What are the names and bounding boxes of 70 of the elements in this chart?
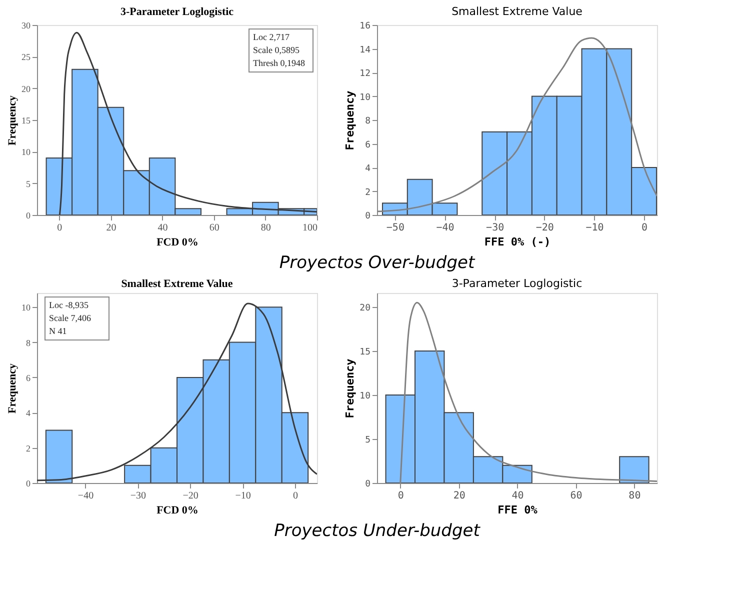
y-tick-label: 10 bbox=[360, 392, 370, 402]
annotation: Scale 0,5895 bbox=[253, 45, 300, 55]
x-tick-label: −50 bbox=[386, 222, 404, 234]
x-tick-label: 40 bbox=[512, 490, 524, 502]
x-tick-label: 60 bbox=[209, 222, 220, 234]
x-tick-label: 0 bbox=[57, 222, 62, 234]
x-tick-label: 60 bbox=[570, 490, 582, 502]
y-tick-label: 14 bbox=[360, 45, 370, 56]
y-tick-label: 5 bbox=[365, 436, 370, 446]
y-tick-label: 8 bbox=[26, 338, 31, 348]
y-tick-label: 30 bbox=[22, 20, 31, 30]
y-tick-label: 2 bbox=[26, 443, 30, 454]
y-tick-label: 4 bbox=[26, 408, 31, 418]
chart-title: Smallest Extreme Value bbox=[452, 5, 583, 18]
x-tick-label: −20 bbox=[536, 222, 554, 234]
chart-title: Smallest Extreme Value bbox=[121, 278, 233, 290]
x-tick-label: 20 bbox=[106, 222, 116, 234]
x-tick-label: −30 bbox=[130, 490, 146, 502]
y-tick-label: 20 bbox=[360, 304, 370, 314]
y-tick-label: 10 bbox=[22, 147, 31, 158]
y-tick-label: 15 bbox=[360, 348, 370, 358]
x-tick-label: 80 bbox=[260, 222, 271, 234]
x-tick-label: −20 bbox=[182, 490, 198, 502]
x-tick-label: 0 bbox=[398, 490, 404, 502]
y-tick-label: 4 bbox=[365, 164, 370, 174]
annotation: Loc 2,717 bbox=[253, 32, 290, 42]
y-axis-title: Frequency bbox=[6, 95, 18, 146]
annotation: N 41 bbox=[49, 326, 67, 336]
x-tick-label: −10 bbox=[586, 222, 604, 234]
x-tick-label: 40 bbox=[158, 222, 168, 234]
annotation: Thresh 0,1948 bbox=[253, 58, 306, 68]
y-tick-label: 12 bbox=[360, 69, 370, 79]
text: Proyectos Over-budget bbox=[279, 253, 476, 273]
y-axis-title: Frequency bbox=[344, 358, 357, 418]
x-axis-title: FCD 0% bbox=[156, 236, 198, 248]
y-tick-label: 0 bbox=[26, 210, 31, 220]
x-tick-label: −30 bbox=[486, 222, 504, 234]
x-tick-label: −40 bbox=[78, 490, 94, 502]
x-axis-title: FCD 0% bbox=[156, 504, 198, 516]
x-tick-label: −10 bbox=[235, 490, 251, 502]
y-tick-label: 6 bbox=[365, 140, 370, 150]
y-tick-label: 0 bbox=[365, 480, 370, 490]
x-tick-label: −40 bbox=[436, 222, 454, 234]
x-tick-label: 0 bbox=[642, 222, 648, 234]
x-axis-title: FFE 0% (-) bbox=[484, 236, 551, 248]
y-tick-label: 16 bbox=[360, 22, 370, 32]
annotation: Scale 7,406 bbox=[49, 313, 92, 323]
chart-title: 3-Parameter Loglogistic bbox=[120, 6, 234, 18]
y-axis-title: Frequency bbox=[344, 90, 357, 150]
x-tick-label: 80 bbox=[628, 490, 641, 502]
x-tick-label: 20 bbox=[453, 490, 466, 502]
y-tick-label: 10 bbox=[360, 92, 370, 103]
text: Proyectos Under-budget bbox=[274, 521, 482, 541]
x-tick-label: 0 bbox=[292, 490, 298, 502]
y-tick-label: 5 bbox=[26, 178, 31, 189]
y-tick-label: 10 bbox=[22, 302, 31, 313]
y-tick-label: 2 bbox=[365, 188, 370, 198]
chart-title: 3-Parameter Loglogistic bbox=[452, 277, 582, 290]
y-tick-label: 15 bbox=[22, 116, 31, 126]
x-tick-label: 100 bbox=[302, 222, 318, 234]
x-axis-title: FFE 0% bbox=[498, 504, 538, 516]
y-tick-label: 8 bbox=[365, 116, 370, 126]
y-tick-label: 0 bbox=[365, 212, 370, 222]
y-axis-title: Frequency bbox=[6, 363, 18, 414]
line-series bbox=[37, 302, 317, 482]
y-tick-label: 25 bbox=[22, 52, 31, 62]
y-tick-label: 0 bbox=[26, 478, 31, 488]
y-tick-label: 6 bbox=[26, 372, 31, 383]
annotation: Loc -8,935 bbox=[49, 300, 89, 310]
y-tick-label: 20 bbox=[22, 84, 31, 94]
